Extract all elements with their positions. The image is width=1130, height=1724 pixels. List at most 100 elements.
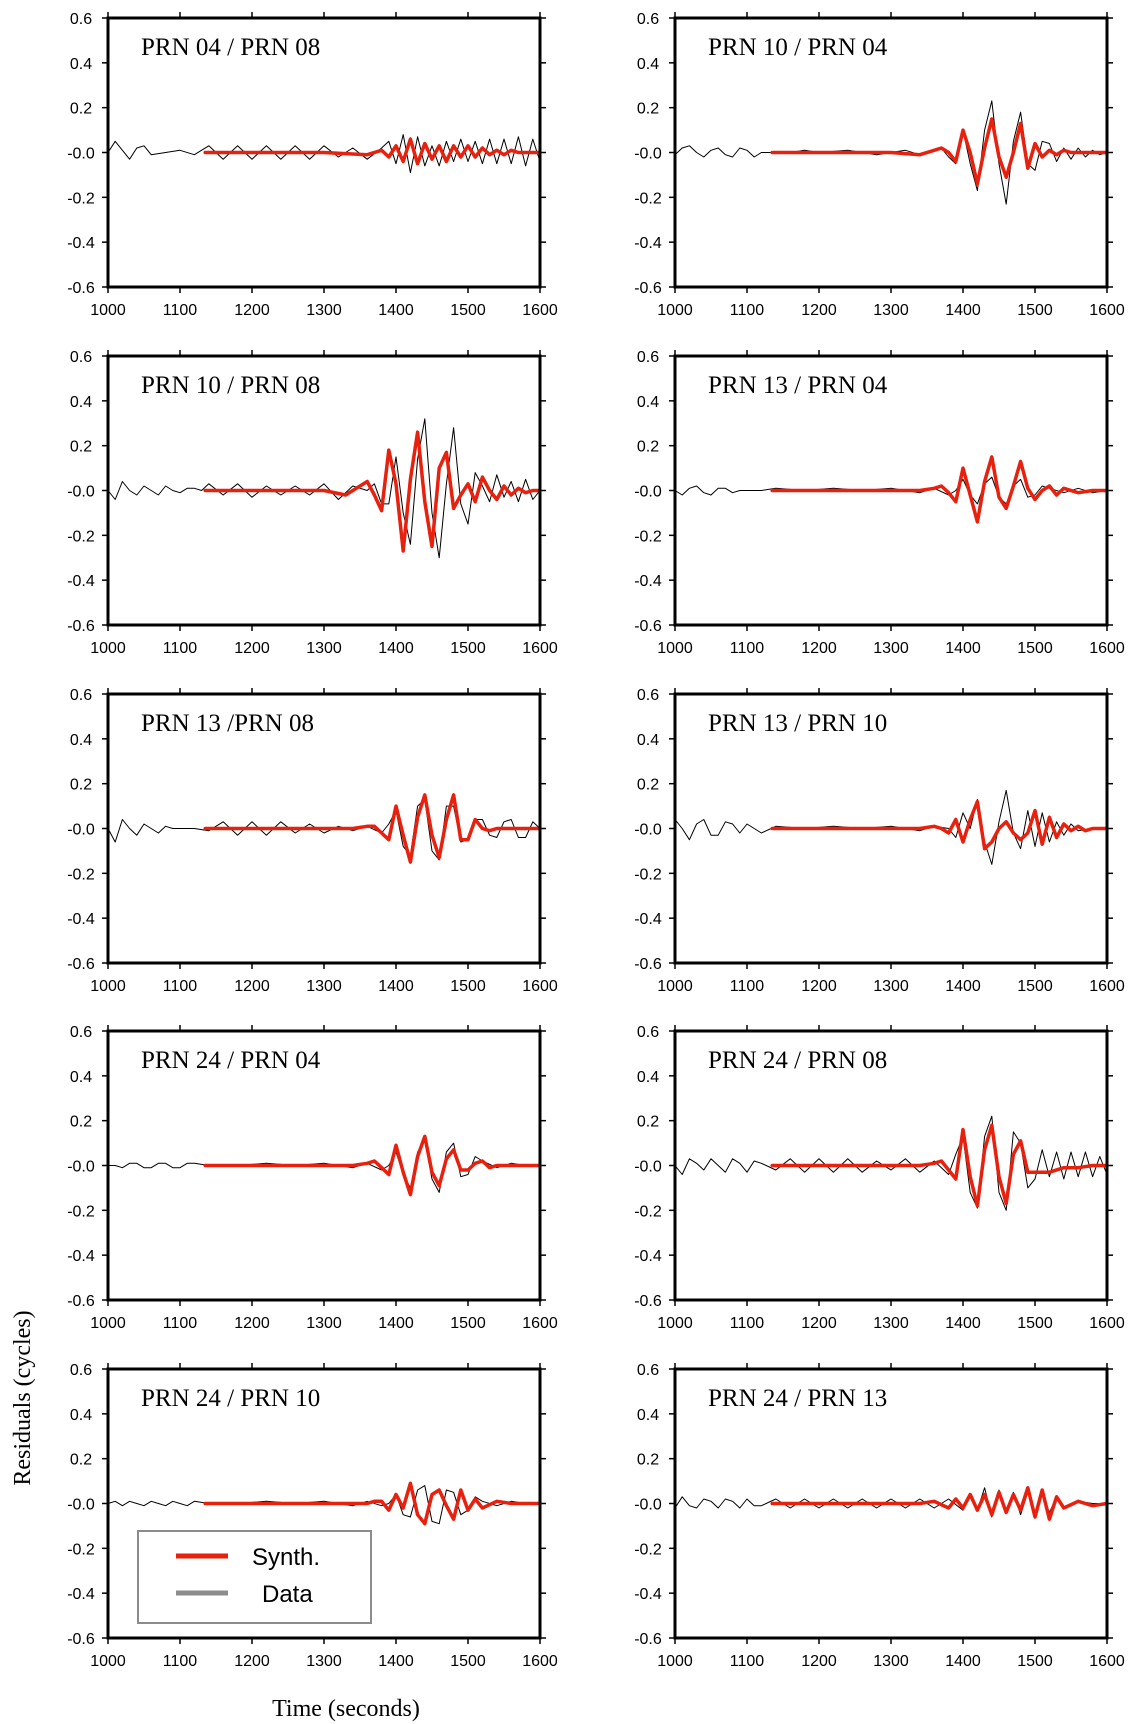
- x-tick-label: 1500: [1017, 1653, 1053, 1670]
- y-tick-label: -0.0: [67, 146, 95, 163]
- y-tick-label: -0.6: [634, 618, 662, 635]
- synth-series-line: [770, 455, 1109, 524]
- y-tick-label: -0.4: [634, 1248, 662, 1265]
- y-axis-title: Residuals (cycles): [10, 1310, 36, 1485]
- panel: 1000 1100 1200 1300 1400 1500 1600 0.6 0.4 0.2 -0.…: [634, 349, 1125, 657]
- x-tick-label: 1600: [522, 978, 558, 995]
- x-tick-label: 1000: [90, 978, 126, 995]
- plot-frame: [673, 354, 1109, 627]
- x-tick-label: 1400: [378, 640, 414, 657]
- x-tick-label: 1100: [730, 302, 765, 319]
- x-tick-label: 1000: [90, 640, 126, 657]
- x-tick-label: 1400: [378, 302, 414, 319]
- y-tick-label: 0.2: [637, 777, 659, 794]
- x-tick-label: 1200: [801, 1315, 837, 1332]
- y-tick-label: 0.6: [70, 349, 92, 366]
- panel-title: PRN 10 / PRN 08: [141, 372, 320, 399]
- x-tick-label: 1600: [1089, 1315, 1125, 1332]
- x-tick-label: 1400: [378, 978, 414, 995]
- y-tick-label: 0.4: [70, 56, 92, 73]
- y-tick-label: 0.4: [70, 1069, 92, 1086]
- y-tick-label: 0.6: [70, 11, 92, 28]
- x-tick-label: 1600: [1089, 302, 1125, 319]
- y-tick-label: 0.6: [637, 1362, 659, 1379]
- x-tick-label: 1400: [945, 302, 981, 319]
- y-tick-label: 0.2: [637, 101, 659, 118]
- y-tick-label: 0.6: [637, 11, 659, 28]
- y-tick-label: -0.4: [634, 235, 662, 252]
- x-tick-label: 1000: [657, 302, 693, 319]
- panel: 1000 1100 1200 1300 1400 1500 1600 0.6 0.4 0.2 -0.…: [67, 11, 558, 319]
- y-tick-label: 0.2: [70, 1452, 92, 1469]
- synth-series-line: [770, 1123, 1109, 1208]
- x-tick-label: 1000: [657, 1653, 693, 1670]
- x-tick-label: 1400: [945, 1653, 981, 1670]
- x-tick-label: 1600: [522, 640, 558, 657]
- y-tick-label: -0.0: [634, 146, 662, 163]
- y-tick-label: -0.2: [67, 190, 95, 207]
- y-tick-label: 0.2: [637, 1114, 659, 1131]
- y-tick-label: -0.4: [67, 911, 95, 928]
- x-tick-label: 1600: [1089, 978, 1125, 995]
- x-tick-label: 1000: [657, 978, 693, 995]
- y-tick-label: 0.6: [70, 687, 92, 704]
- y-tick-label: -0.6: [634, 956, 662, 973]
- synth-series-line: [203, 430, 542, 553]
- x-tick-label: 1200: [234, 1653, 270, 1670]
- plot-frame: [673, 692, 1109, 965]
- y-tick-label: 0.4: [637, 1069, 659, 1086]
- x-tick-label: 1600: [522, 1315, 558, 1332]
- x-tick-label: 1500: [1017, 302, 1053, 319]
- x-tick-label: 1300: [306, 302, 342, 319]
- x-tick-label: 1200: [234, 302, 270, 319]
- legend-data-label: Data: [262, 1581, 313, 1608]
- x-tick-label: 1100: [163, 1653, 198, 1670]
- y-tick-label: -0.2: [67, 866, 95, 883]
- x-tick-label: 1200: [801, 1653, 837, 1670]
- x-tick-label: 1100: [163, 640, 198, 657]
- y-tick-label: -0.6: [634, 1631, 662, 1648]
- x-tick-label: 1500: [450, 302, 486, 319]
- plot-frame: [673, 16, 1109, 289]
- y-tick-label: 0.6: [637, 687, 659, 704]
- panel-title: PRN 24 / PRN 04: [141, 1047, 321, 1074]
- panel-title: PRN 04 / PRN 08: [141, 34, 320, 61]
- x-tick-label: 1600: [1089, 1653, 1125, 1670]
- x-tick-label: 1300: [873, 978, 909, 995]
- y-tick-label: -0.2: [67, 1203, 95, 1220]
- x-tick-label: 1500: [450, 978, 486, 995]
- x-tick-label: 1500: [450, 1653, 486, 1670]
- panel-title: PRN 13 / PRN 04: [708, 372, 888, 399]
- y-tick-label: -0.4: [634, 1586, 662, 1603]
- x-tick-label: 1100: [730, 1653, 765, 1670]
- x-tick-label: 1400: [378, 1315, 414, 1332]
- y-tick-label: 0.6: [637, 349, 659, 366]
- y-tick-label: -0.2: [634, 528, 662, 545]
- panel: 1000 1100 1200 1300 1400 1500 1600 0.6 0.4 0.2 -0.…: [634, 1362, 1125, 1670]
- x-tick-label: 1300: [873, 640, 909, 657]
- x-tick-label: 1000: [90, 1653, 126, 1670]
- y-tick-label: -0.6: [67, 618, 95, 635]
- y-tick-label: -0.6: [634, 1293, 662, 1310]
- y-tick-label: -0.2: [634, 866, 662, 883]
- plot-frame: [106, 1029, 542, 1302]
- y-tick-label: 0.4: [70, 394, 92, 411]
- y-tick-label: 0.6: [70, 1362, 92, 1379]
- y-tick-label: 0.6: [70, 1024, 92, 1041]
- panel-title: PRN 13 /PRN 08: [141, 710, 314, 737]
- x-tick-label: 1300: [306, 1653, 342, 1670]
- synth-series-line: [203, 1134, 542, 1197]
- x-tick-label: 1200: [234, 978, 270, 995]
- panel-title: PRN 24 / PRN 10: [141, 1385, 320, 1412]
- y-tick-label: 0.4: [70, 1407, 92, 1424]
- x-tick-label: 1300: [873, 1315, 909, 1332]
- y-tick-label: 0.4: [70, 732, 92, 749]
- y-tick-label: 0.4: [637, 394, 659, 411]
- x-tick-label: 1000: [657, 1315, 693, 1332]
- synth-series-line: [770, 117, 1109, 186]
- y-tick-label: -0.4: [634, 911, 662, 928]
- x-tick-label: 1200: [234, 640, 270, 657]
- x-tick-label: 1300: [873, 1653, 909, 1670]
- x-tick-label: 1600: [522, 1653, 558, 1670]
- x-tick-label: 1400: [945, 1315, 981, 1332]
